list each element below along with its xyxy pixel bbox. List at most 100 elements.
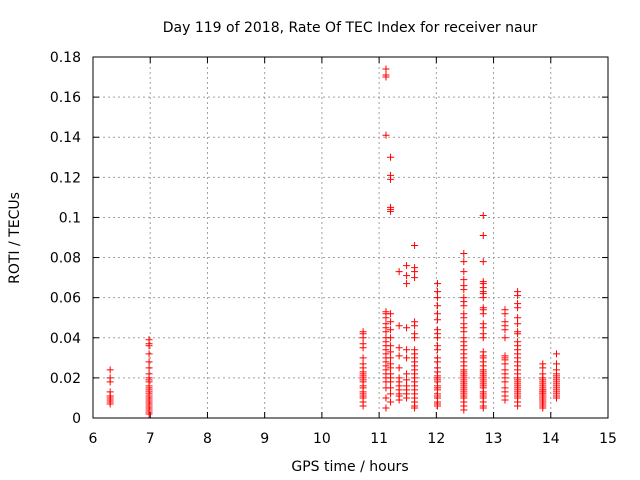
data-point bbox=[479, 231, 487, 239]
data-point bbox=[395, 364, 403, 372]
data-point bbox=[411, 322, 419, 330]
data-point bbox=[395, 352, 403, 360]
data-point bbox=[395, 322, 403, 330]
data-point bbox=[539, 364, 547, 372]
data-point bbox=[514, 292, 522, 300]
data-point bbox=[411, 274, 419, 282]
data-point bbox=[479, 334, 487, 342]
x-tick-label: 12 bbox=[427, 431, 445, 447]
data-point bbox=[382, 73, 390, 81]
data-point bbox=[433, 358, 441, 366]
x-tick-label: 9 bbox=[260, 431, 269, 447]
data-point bbox=[460, 268, 468, 276]
x-tick-label: 7 bbox=[146, 431, 155, 447]
data-point bbox=[479, 310, 487, 318]
data-point bbox=[382, 394, 390, 402]
data-point bbox=[145, 350, 153, 358]
data-point bbox=[145, 410, 153, 418]
data-point bbox=[382, 65, 390, 73]
y-tick-label: 0.14 bbox=[50, 130, 81, 146]
data-point bbox=[514, 320, 522, 328]
data-point bbox=[359, 334, 367, 342]
y-tick-label: 0.1 bbox=[59, 210, 81, 226]
data-point bbox=[403, 394, 411, 402]
grid-lines bbox=[93, 57, 608, 418]
x-tick-label: 13 bbox=[485, 431, 503, 447]
data-point bbox=[514, 314, 522, 322]
data-point bbox=[460, 258, 468, 266]
data-point bbox=[411, 404, 419, 412]
data-point bbox=[387, 378, 395, 386]
data-point bbox=[387, 175, 395, 183]
data-point bbox=[387, 153, 395, 161]
data-point bbox=[433, 302, 441, 310]
data-point bbox=[501, 378, 509, 386]
data-point bbox=[514, 304, 522, 312]
data-points bbox=[106, 65, 560, 418]
data-point bbox=[403, 346, 411, 354]
data-point bbox=[501, 326, 509, 334]
data-point bbox=[359, 354, 367, 362]
data-point bbox=[433, 346, 441, 354]
data-point bbox=[359, 344, 367, 352]
data-point bbox=[106, 378, 114, 386]
data-point bbox=[553, 360, 560, 368]
data-point bbox=[387, 348, 395, 356]
data-point bbox=[433, 402, 441, 410]
data-point bbox=[433, 294, 441, 302]
data-point bbox=[145, 376, 153, 384]
data-point bbox=[359, 402, 367, 410]
data-point bbox=[433, 316, 441, 324]
data-point bbox=[501, 396, 509, 404]
x-tick-label: 8 bbox=[203, 431, 212, 447]
plot-area-frame bbox=[92, 56, 609, 419]
x-tick-label: 11 bbox=[370, 431, 388, 447]
data-point bbox=[106, 392, 114, 400]
data-point bbox=[395, 396, 403, 404]
data-point bbox=[145, 364, 153, 372]
data-point bbox=[387, 318, 395, 326]
data-point bbox=[145, 358, 153, 366]
data-point bbox=[395, 268, 403, 276]
data-point bbox=[479, 324, 487, 332]
y-tick-label: 0.02 bbox=[50, 371, 81, 387]
data-point bbox=[387, 354, 395, 362]
y-tick-label: 0 bbox=[72, 411, 81, 427]
data-point bbox=[387, 207, 395, 215]
y-axis-label: ROTI / TECUs bbox=[7, 192, 23, 284]
data-point bbox=[501, 360, 509, 368]
data-point bbox=[553, 394, 560, 402]
data-point bbox=[433, 334, 441, 342]
y-tick-label: 0.12 bbox=[50, 170, 81, 186]
data-point bbox=[403, 280, 411, 288]
data-point bbox=[387, 342, 395, 350]
data-point bbox=[460, 302, 468, 310]
data-point bbox=[403, 354, 411, 362]
x-axis-label: GPS time / hours bbox=[291, 459, 408, 475]
data-point bbox=[145, 342, 153, 350]
data-point bbox=[479, 294, 487, 302]
data-point bbox=[387, 398, 395, 406]
data-point bbox=[460, 328, 468, 336]
data-point bbox=[403, 376, 411, 384]
data-point bbox=[553, 350, 560, 358]
data-point bbox=[387, 364, 395, 372]
data-point bbox=[501, 310, 509, 318]
data-point bbox=[106, 400, 114, 408]
data-point bbox=[433, 310, 441, 318]
data-point bbox=[479, 258, 487, 266]
data-point bbox=[395, 344, 403, 352]
data-point bbox=[387, 390, 395, 398]
data-point bbox=[106, 366, 114, 374]
data-point bbox=[387, 384, 395, 392]
x-tick-label: 10 bbox=[313, 431, 331, 447]
data-point bbox=[433, 280, 441, 288]
data-point bbox=[403, 262, 411, 270]
y-tick-label: 0.16 bbox=[50, 90, 81, 106]
data-point bbox=[460, 406, 468, 414]
data-point bbox=[403, 370, 411, 378]
data-point bbox=[382, 314, 390, 322]
x-tick-label: 14 bbox=[542, 431, 560, 447]
chart-title: Day 119 of 2018, Rate Of TEC Index for r… bbox=[163, 20, 538, 36]
